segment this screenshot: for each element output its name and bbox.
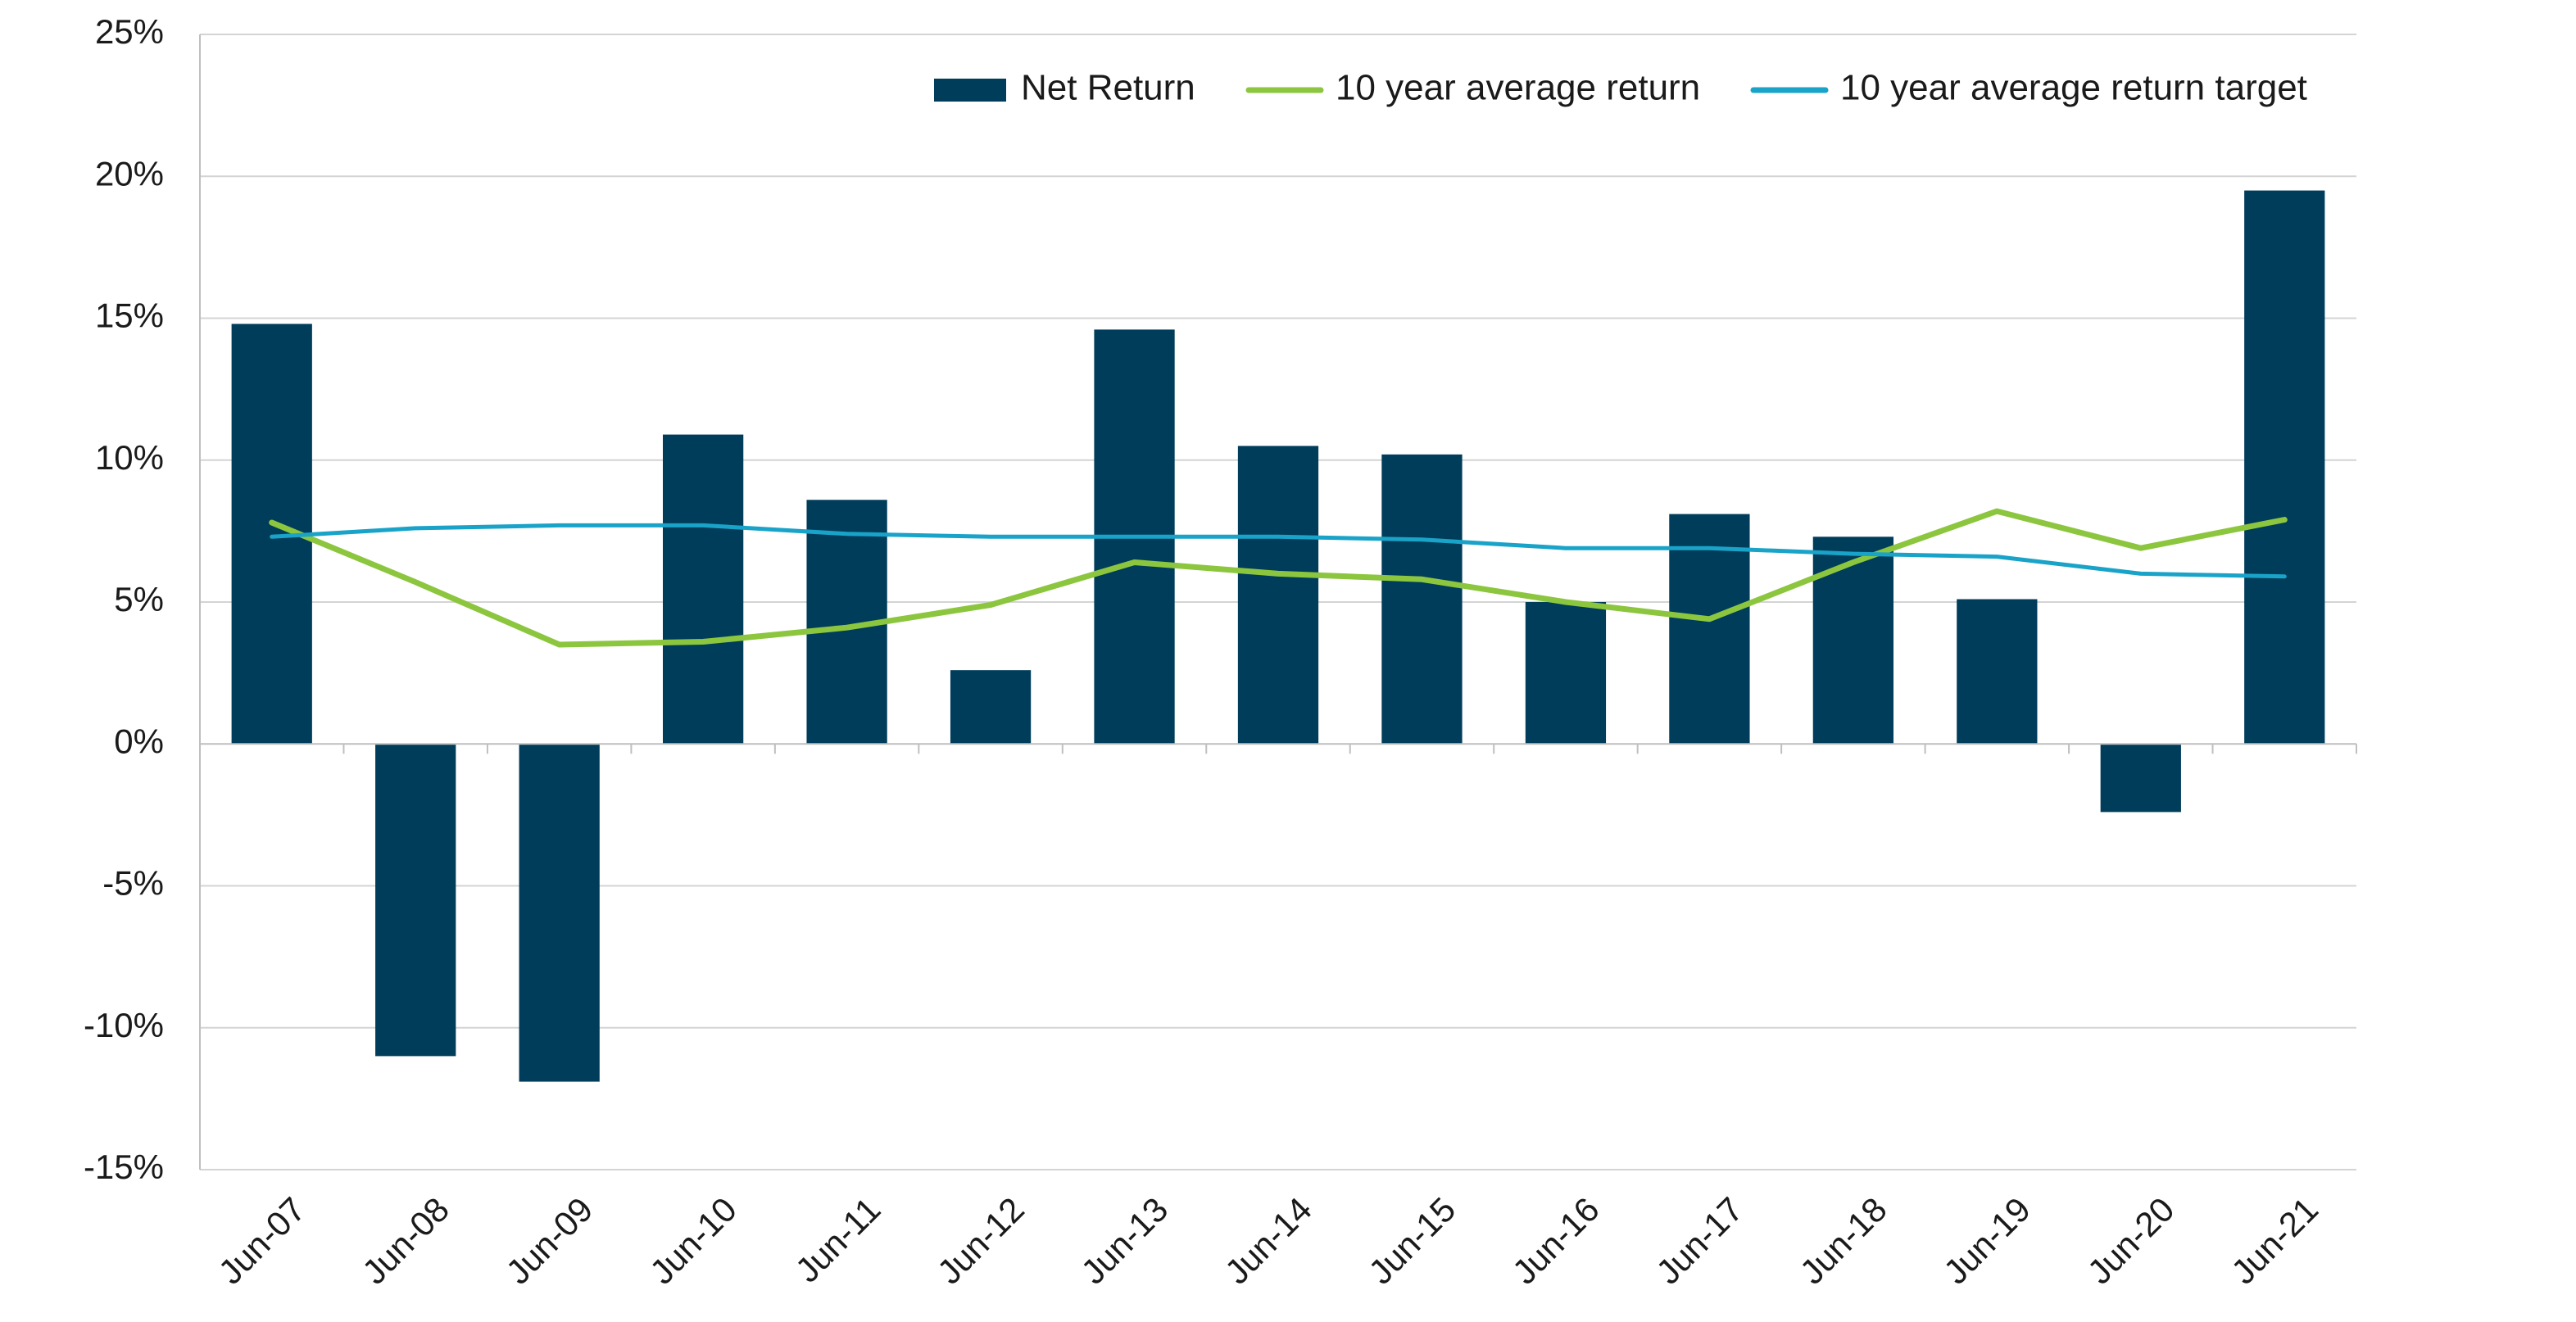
y-tick-label: -10% bbox=[84, 1006, 164, 1044]
bar-net-return bbox=[375, 744, 456, 1057]
y-tick-label: 20% bbox=[95, 154, 164, 192]
x-tick-label: Jun-13 bbox=[1073, 1190, 1175, 1292]
line-10yr-average-return bbox=[269, 508, 2288, 648]
legend-label: 10 year average return target bbox=[1840, 68, 2307, 108]
bar-net-return bbox=[1812, 536, 1893, 745]
bar-net-return bbox=[2100, 744, 2181, 813]
net-return-bars bbox=[231, 190, 2325, 1082]
y-tick-label: 10% bbox=[95, 438, 164, 477]
x-tick-label: Jun-19 bbox=[1936, 1190, 2038, 1292]
x-tick-label: Jun-15 bbox=[1361, 1190, 1463, 1292]
x-tick-label: Jun-12 bbox=[930, 1190, 1032, 1292]
x-tick-label: Jun-09 bbox=[498, 1190, 600, 1292]
x-tick-label: Jun-08 bbox=[355, 1190, 456, 1292]
bar-net-return bbox=[1957, 599, 2038, 745]
legend: Net Return 10 year average return 10 year … bbox=[934, 68, 2307, 108]
bar-net-return bbox=[1381, 454, 1463, 745]
y-tick-label: 0% bbox=[114, 722, 164, 760]
bar-net-return bbox=[1669, 514, 1750, 745]
bar-net-return bbox=[2244, 190, 2325, 745]
bar-net-return bbox=[1237, 446, 1319, 745]
x-tick-label: Jun-11 bbox=[788, 1190, 888, 1290]
x-tick-label: Jun-17 bbox=[1649, 1190, 1750, 1292]
x-tick-label: Jun-20 bbox=[2080, 1190, 2182, 1292]
y-tick-label: 15% bbox=[95, 297, 164, 335]
x-tick-label: Jun-14 bbox=[1218, 1190, 1319, 1292]
x-tick-label: Jun-16 bbox=[1505, 1190, 1607, 1292]
bar-net-return bbox=[950, 670, 1032, 745]
legend-label: 10 year average return bbox=[1336, 68, 1700, 108]
y-tick-label: -5% bbox=[102, 864, 164, 903]
legend-label: Net Return bbox=[1021, 68, 1195, 108]
bar-net-return bbox=[663, 434, 744, 745]
y-tick-label: -15% bbox=[84, 1148, 164, 1186]
x-tick-label: Jun-07 bbox=[211, 1190, 313, 1292]
y-tick-label: 5% bbox=[114, 580, 164, 618]
legend-swatch-net-return bbox=[934, 79, 1006, 102]
bar-net-return bbox=[1525, 602, 1607, 745]
x-tick-label: Jun-18 bbox=[1793, 1190, 1894, 1292]
line-10yr-average-target bbox=[270, 523, 2287, 579]
x-tick-label: Jun-10 bbox=[642, 1190, 744, 1292]
bar-net-return bbox=[519, 744, 600, 1082]
x-tick-label: Jun-21 bbox=[2224, 1190, 2325, 1292]
line-series bbox=[269, 508, 2288, 648]
y-tick-label: 25% bbox=[95, 12, 164, 51]
